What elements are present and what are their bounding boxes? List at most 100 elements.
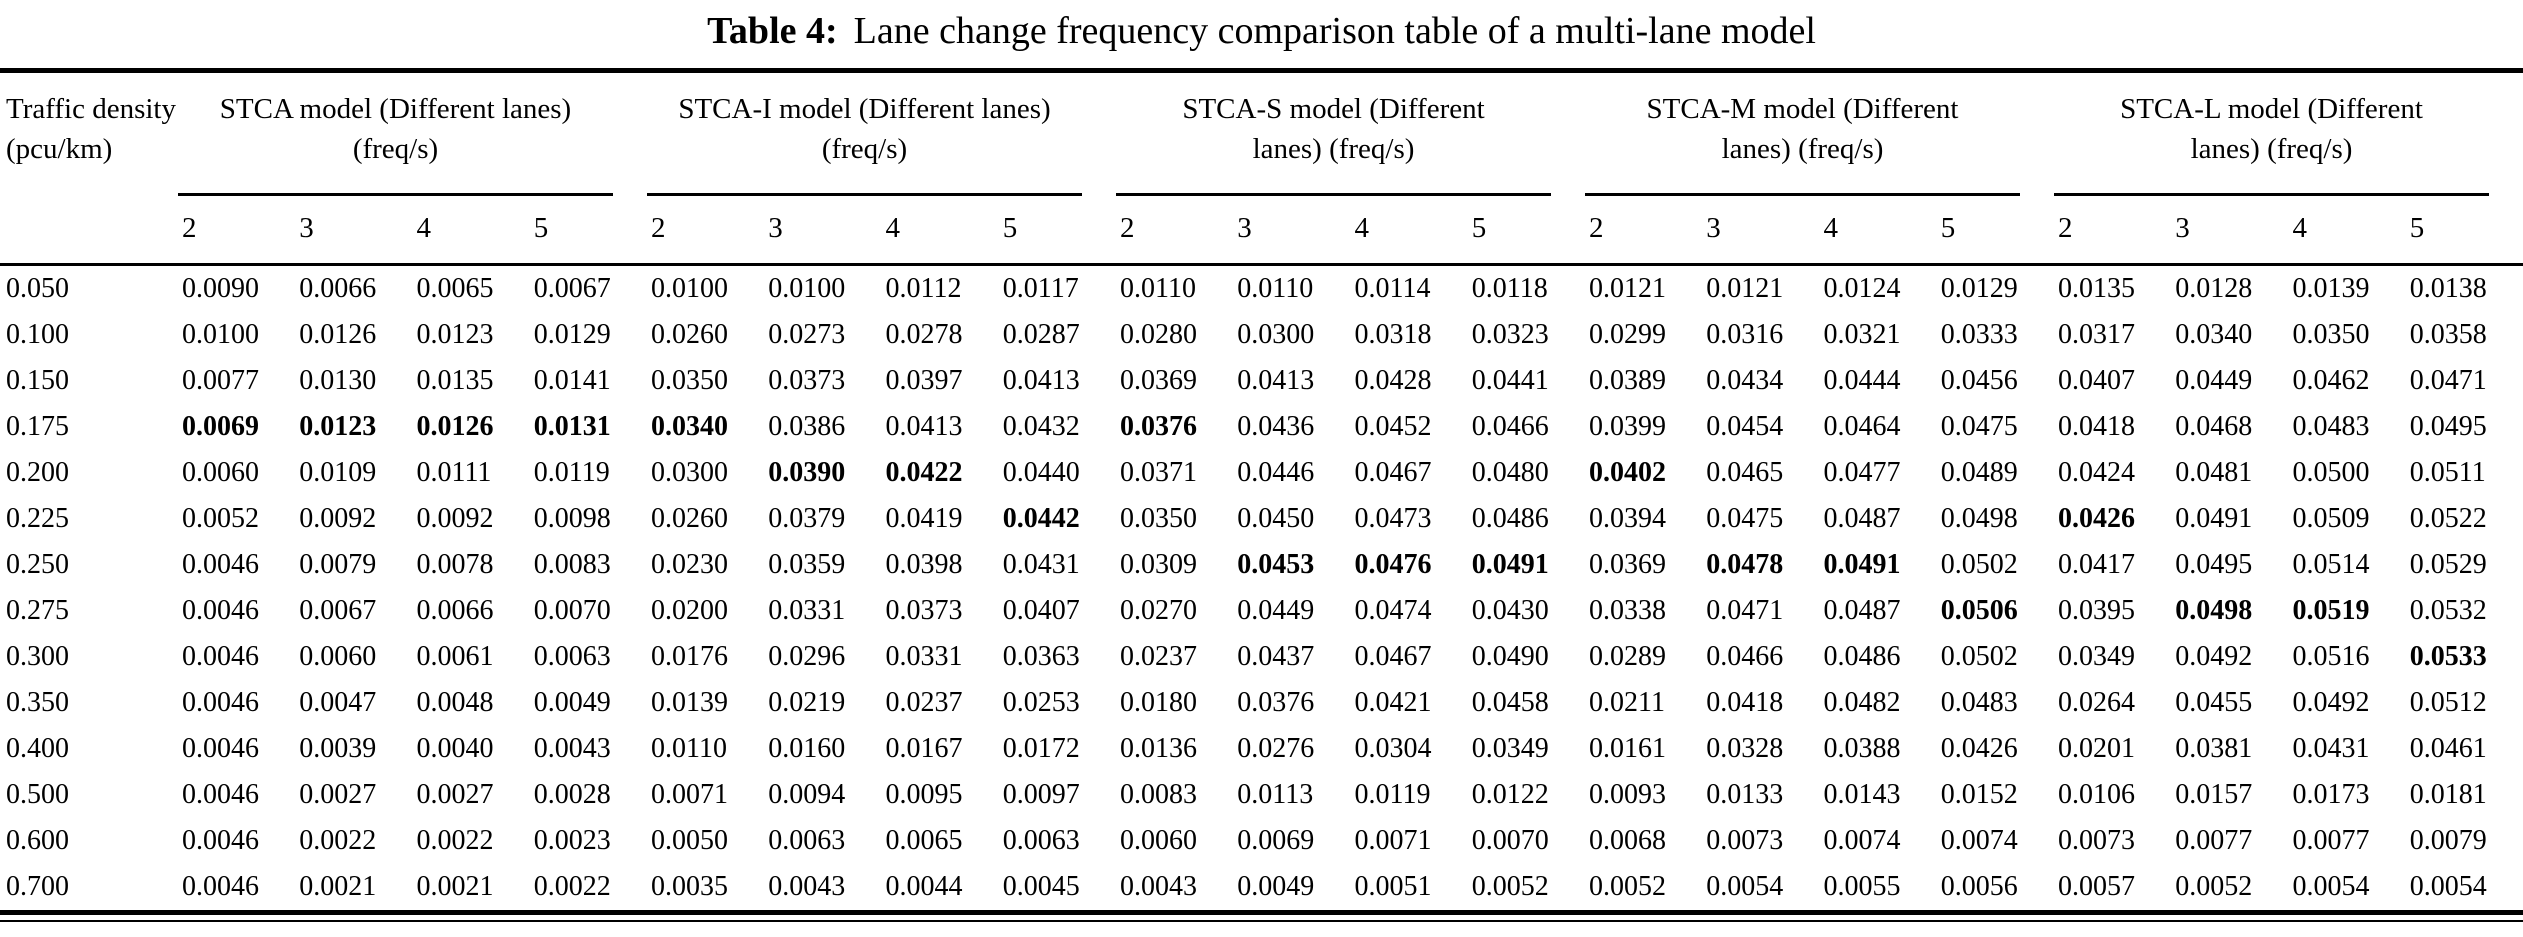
table-row: 0.275 0.0046 0.0067 0.0066 0.0070 0.0200 0.033… bbox=[0, 588, 2523, 634]
value-cell: 0.0181 bbox=[2409, 779, 2487, 810]
value-cell: 0.0077 bbox=[2175, 825, 2253, 856]
value-cell: 0.0407 bbox=[1002, 595, 1080, 626]
value-cell: 0.0173 bbox=[2292, 779, 2370, 810]
value-cell: 0.0139 bbox=[651, 687, 728, 718]
value-cell: 0.0369 bbox=[1120, 365, 1197, 396]
value-cell: 0.0260 bbox=[651, 319, 728, 350]
value-cell: 0.0035 bbox=[651, 871, 728, 902]
subcol-header-stca-i-4: 4 bbox=[881, 196, 999, 266]
value-cell: 0.0453 bbox=[1237, 549, 1315, 580]
value-cell: 0.0338 bbox=[1589, 595, 1666, 626]
value-cell: 0.0138 bbox=[2409, 273, 2487, 304]
value-cell: 0.0512 bbox=[2409, 687, 2487, 718]
value-cell: 0.0333 bbox=[1940, 319, 2018, 350]
value-cell: 0.0444 bbox=[1823, 365, 1901, 396]
value-cell: 0.0483 bbox=[2292, 411, 2370, 442]
value-cell: 0.0413 bbox=[885, 411, 963, 442]
value-cell: 0.0124 bbox=[1823, 273, 1901, 304]
table-row: 0.300 0.0046 0.0060 0.0061 0.0063 0.0176 0.029… bbox=[0, 634, 2523, 680]
value-cell: 0.0299 bbox=[1589, 319, 1666, 350]
value-cell: 0.0402 bbox=[1589, 457, 1666, 488]
value-cell: 0.0373 bbox=[768, 365, 846, 396]
value-cell: 0.0321 bbox=[1823, 319, 1901, 350]
density-cell: 0.100 bbox=[6, 319, 69, 350]
value-cell: 0.0046 bbox=[182, 779, 259, 810]
value-cell: 0.0022 bbox=[416, 825, 494, 856]
value-cell: 0.0376 bbox=[1120, 411, 1197, 442]
value-cell: 0.0398 bbox=[885, 549, 963, 580]
value-cell: 0.0358 bbox=[2409, 319, 2487, 350]
value-cell: 0.0046 bbox=[182, 825, 259, 856]
density-cell: 0.600 bbox=[6, 825, 69, 856]
value-cell: 0.0051 bbox=[1354, 871, 1432, 902]
value-cell: 0.0481 bbox=[2175, 457, 2253, 488]
group-header-stca-l: STCA-L model (Different lanes) (freq/s) bbox=[2054, 71, 2523, 196]
value-cell: 0.0522 bbox=[2409, 503, 2487, 534]
value-cell: 0.0480 bbox=[1471, 457, 1549, 488]
value-cell: 0.0318 bbox=[1354, 319, 1432, 350]
value-cell: 0.0070 bbox=[533, 595, 611, 626]
value-cell: 0.0278 bbox=[885, 319, 963, 350]
value-cell: 0.0049 bbox=[1237, 871, 1315, 902]
value-cell: 0.0381 bbox=[2175, 733, 2253, 764]
value-cell: 0.0128 bbox=[2175, 273, 2253, 304]
table-row: 0.500 0.0046 0.0027 0.0027 0.0028 0.0071 0.009… bbox=[0, 772, 2523, 818]
value-cell: 0.0431 bbox=[1002, 549, 1080, 580]
value-cell: 0.0060 bbox=[299, 641, 377, 672]
value-cell: 0.0122 bbox=[1471, 779, 1549, 810]
value-cell: 0.0237 bbox=[885, 687, 963, 718]
group-header-line2: (freq/s) bbox=[821, 133, 908, 165]
value-cell: 0.0054 bbox=[2292, 871, 2370, 902]
value-cell: 0.0139 bbox=[2292, 273, 2370, 304]
value-cell: 0.0440 bbox=[1002, 457, 1080, 488]
value-cell: 0.0316 bbox=[1706, 319, 1784, 350]
table-row: 0.225 0.0052 0.0092 0.0092 0.0098 0.0260 0.037… bbox=[0, 496, 2523, 542]
value-cell: 0.0462 bbox=[2292, 365, 2370, 396]
value-cell: 0.0092 bbox=[416, 503, 494, 534]
value-cell: 0.0276 bbox=[1237, 733, 1315, 764]
group-header-stca-label: STCA model (Different lanes) (freq/s) bbox=[178, 89, 613, 196]
value-cell: 0.0389 bbox=[1589, 365, 1666, 396]
value-cell: 0.0270 bbox=[1120, 595, 1197, 626]
value-cell: 0.0486 bbox=[1471, 503, 1549, 534]
value-cell: 0.0077 bbox=[2292, 825, 2370, 856]
value-cell: 0.0021 bbox=[299, 871, 377, 902]
value-cell: 0.0055 bbox=[1823, 871, 1901, 902]
subcol-header-stca-3: 3 bbox=[295, 196, 413, 266]
group-header-row: Traffic density (pcu/km) STCA model (Dif… bbox=[0, 70, 2523, 266]
value-cell: 0.0172 bbox=[1002, 733, 1080, 764]
value-cell: 0.0052 bbox=[182, 503, 259, 534]
density-cell: 0.350 bbox=[6, 687, 69, 718]
value-cell: 0.0100 bbox=[768, 273, 846, 304]
value-cell: 0.0422 bbox=[885, 457, 963, 488]
value-cell: 0.0418 bbox=[2058, 411, 2135, 442]
value-cell: 0.0056 bbox=[1940, 871, 2018, 902]
value-cell: 0.0296 bbox=[768, 641, 846, 672]
value-cell: 0.0441 bbox=[1471, 365, 1549, 396]
value-cell: 0.0152 bbox=[1940, 779, 2018, 810]
value-cell: 0.0317 bbox=[2058, 319, 2135, 350]
group-header-line1: STCA model (Different lanes) bbox=[219, 93, 572, 125]
value-cell: 0.0434 bbox=[1706, 365, 1784, 396]
group-header-line2: lanes) (freq/s) bbox=[1252, 133, 1415, 165]
density-cell: 0.700 bbox=[6, 871, 69, 902]
value-cell: 0.0487 bbox=[1823, 595, 1901, 626]
table-row: 0.200 0.0060 0.0109 0.0111 0.0119 0.0300 0.039… bbox=[0, 450, 2523, 496]
value-cell: 0.0407 bbox=[2058, 365, 2135, 396]
subcol-header-stca-s-3: 3 bbox=[1233, 196, 1351, 266]
value-cell: 0.0287 bbox=[1002, 319, 1080, 350]
value-cell: 0.0046 bbox=[182, 733, 259, 764]
value-cell: 0.0475 bbox=[1940, 411, 2018, 442]
value-cell: 0.0300 bbox=[1237, 319, 1315, 350]
subcol-header-stca-i-3: 3 bbox=[764, 196, 882, 266]
value-cell: 0.0067 bbox=[299, 595, 377, 626]
density-cell: 0.050 bbox=[6, 273, 69, 304]
value-cell: 0.0219 bbox=[768, 687, 846, 718]
value-cell: 0.0449 bbox=[1237, 595, 1315, 626]
group-header-line1: STCA-I model (Different lanes) bbox=[678, 93, 1051, 125]
group-header-stca-i: STCA-I model (Different lanes) (freq/s) bbox=[647, 71, 1116, 196]
value-cell: 0.0340 bbox=[651, 411, 728, 442]
value-cell: 0.0074 bbox=[1823, 825, 1901, 856]
